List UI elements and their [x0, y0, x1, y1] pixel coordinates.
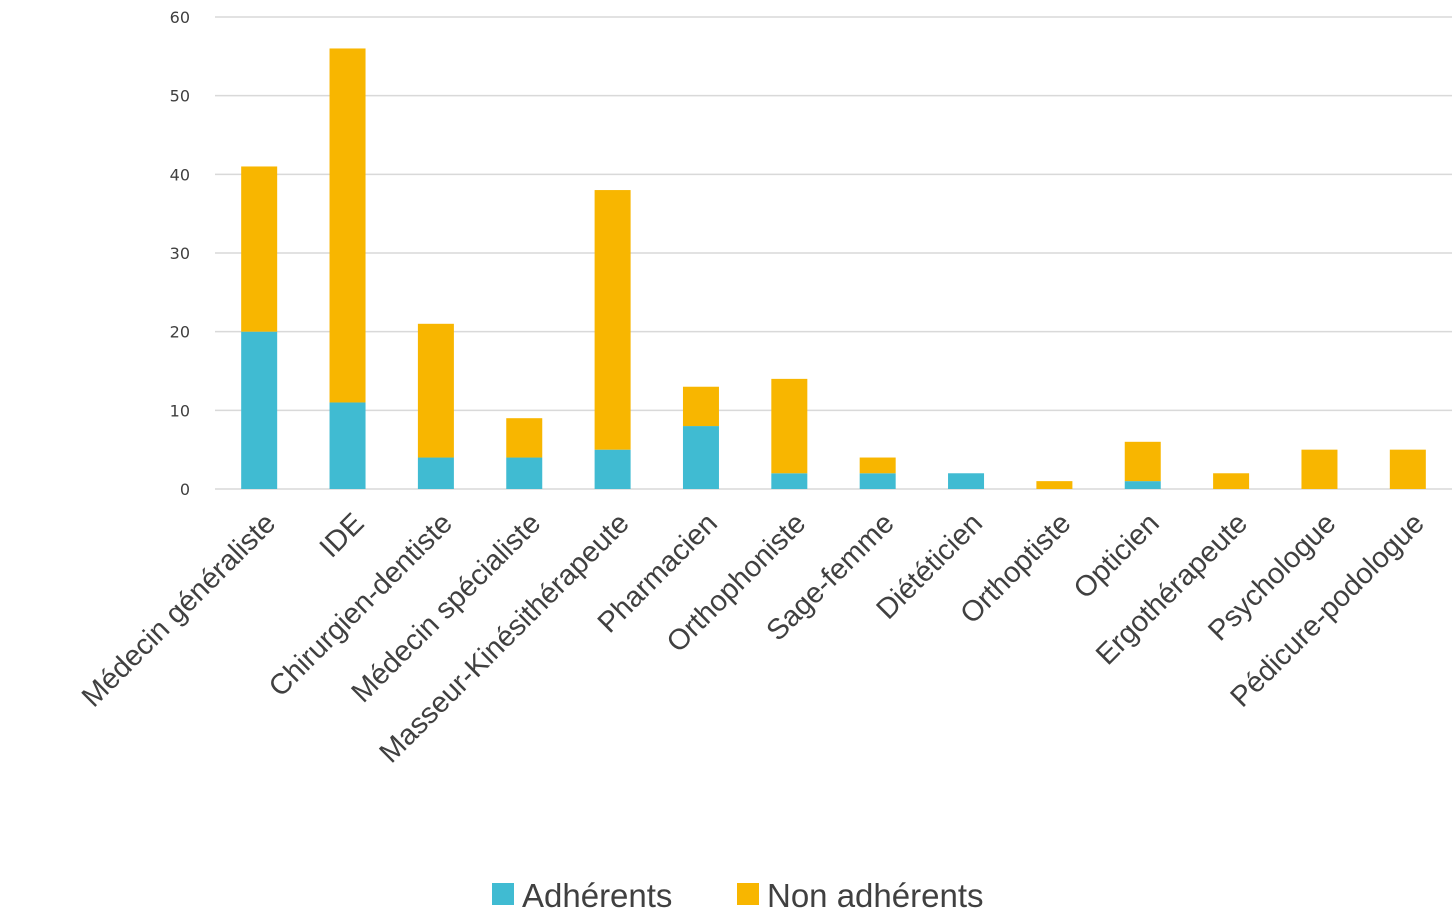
bar-non-adherents-0 — [241, 166, 278, 332]
bar-non-adherents-9 — [1036, 481, 1073, 489]
bar-adherents-1 — [329, 402, 366, 489]
legend-swatch-non-adherents — [737, 883, 759, 905]
y-axis-tick-labels: 0 10 20 30 40 50 60 — [170, 8, 190, 499]
bar-non-adherents-4 — [594, 190, 631, 450]
bar-adherents-7 — [859, 473, 896, 489]
bar-non-adherents-12 — [1301, 449, 1338, 489]
x-category-label-11: Ergothérapeute — [1090, 507, 1254, 671]
bar-non-adherents-5 — [682, 386, 719, 427]
y-tick-label-0: 0 — [180, 480, 190, 499]
bar-adherents-0 — [241, 331, 278, 489]
bar-adherents-8 — [948, 473, 985, 489]
bar-non-adherents-11 — [1213, 473, 1250, 489]
y-tick-label-40: 40 — [170, 165, 190, 184]
y-tick-label-50: 50 — [170, 87, 190, 106]
legend-label-non-adherents: Non adhérents — [767, 877, 983, 913]
y-tick-label-20: 20 — [170, 323, 190, 342]
bar-adherents-3 — [506, 457, 543, 489]
bar-non-adherents-2 — [417, 323, 454, 458]
bar-non-adherents-6 — [771, 378, 808, 474]
bar-adherents-4 — [594, 449, 631, 489]
y-tick-label-60: 60 — [170, 8, 190, 27]
bar-adherents-10 — [1124, 481, 1161, 489]
gridlines — [215, 16, 1452, 490]
x-category-label-0: Médecin généraliste — [76, 507, 282, 713]
x-axis-category-labels: Médecin généraliste IDEChirurgien-dentist… — [76, 507, 1431, 769]
bar-non-adherents-3 — [506, 418, 543, 458]
bar-adherents-5 — [682, 426, 719, 489]
bar-adherents-6 — [771, 473, 808, 489]
legend-label-adherents: Adhérents — [522, 877, 672, 913]
bar-non-adherents-13 — [1389, 449, 1426, 489]
x-category-label-1: IDE — [314, 507, 371, 564]
bar-non-adherents-10 — [1124, 441, 1161, 482]
y-tick-label-30: 30 — [170, 244, 190, 263]
y-tick-label-10: 10 — [170, 401, 190, 420]
legend: Adhérents Non adhérents — [492, 877, 983, 913]
bar-non-adherents-7 — [859, 457, 896, 474]
legend-swatch-adherents — [492, 883, 514, 905]
bar-adherents-2 — [417, 457, 454, 489]
bar-non-adherents-1 — [329, 48, 366, 403]
bars — [241, 48, 1426, 489]
